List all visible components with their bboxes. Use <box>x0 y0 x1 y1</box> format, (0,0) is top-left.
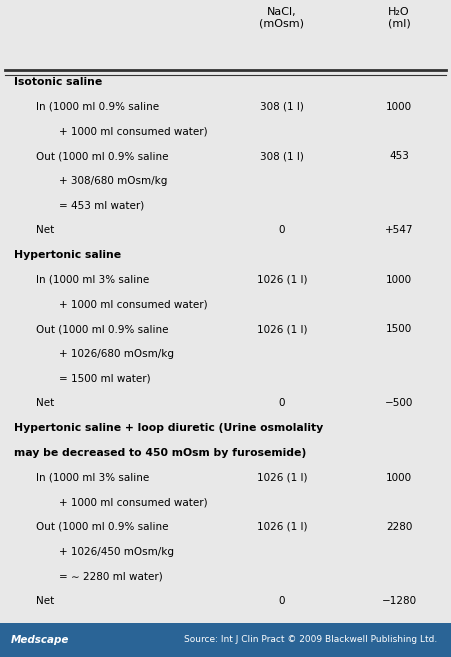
Text: H₂O
(ml): H₂O (ml) <box>388 7 410 28</box>
Text: 308 (1 l): 308 (1 l) <box>260 151 304 161</box>
Text: 1026 (1 l): 1026 (1 l) <box>257 324 307 334</box>
Text: + 1000 ml consumed water): + 1000 ml consumed water) <box>59 300 207 309</box>
Text: Isotonic saline: Isotonic saline <box>14 77 102 87</box>
Text: 0: 0 <box>279 398 285 408</box>
Text: 453: 453 <box>389 151 409 161</box>
Text: + 1026/450 mOsm/kg: + 1026/450 mOsm/kg <box>59 547 174 556</box>
Text: 308 (1 l): 308 (1 l) <box>260 102 304 112</box>
Text: Net: Net <box>36 225 54 235</box>
Text: 1000: 1000 <box>386 472 412 482</box>
Text: + 1000 ml consumed water): + 1000 ml consumed water) <box>59 497 207 507</box>
Text: In (1000 ml 3% saline: In (1000 ml 3% saline <box>36 472 149 482</box>
Text: Medscape: Medscape <box>11 635 69 645</box>
Text: 0: 0 <box>279 596 285 606</box>
Text: Net: Net <box>36 596 54 606</box>
Text: In (1000 ml 3% saline: In (1000 ml 3% saline <box>36 275 149 284</box>
Text: In (1000 ml 0.9% saline: In (1000 ml 0.9% saline <box>36 102 159 112</box>
Text: + 1000 ml consumed water): + 1000 ml consumed water) <box>59 126 207 136</box>
Text: 2280: 2280 <box>386 522 412 532</box>
Text: −500: −500 <box>385 398 413 408</box>
Text: = ∼ 2280 ml water): = ∼ 2280 ml water) <box>59 572 162 581</box>
FancyBboxPatch shape <box>0 623 451 657</box>
Text: = 1500 ml water): = 1500 ml water) <box>59 374 150 384</box>
Text: Source: Int J Clin Pract © 2009 Blackwell Publishing Ltd.: Source: Int J Clin Pract © 2009 Blackwel… <box>184 635 437 645</box>
Text: 1500: 1500 <box>386 324 412 334</box>
Text: + 308/680 mOsm/kg: + 308/680 mOsm/kg <box>59 176 167 186</box>
Text: Out (1000 ml 0.9% saline: Out (1000 ml 0.9% saline <box>36 522 169 532</box>
Text: Hypertonic saline + loop diuretic (Urine osmolality: Hypertonic saline + loop diuretic (Urine… <box>14 423 323 433</box>
Text: 1026 (1 l): 1026 (1 l) <box>257 522 307 532</box>
Text: Out (1000 ml 0.9% saline: Out (1000 ml 0.9% saline <box>36 324 169 334</box>
Text: 1000: 1000 <box>386 102 412 112</box>
Text: NaCl,
(mOsm): NaCl, (mOsm) <box>259 7 304 28</box>
Text: 0: 0 <box>279 225 285 235</box>
Text: −1280: −1280 <box>382 596 417 606</box>
Text: + 1026/680 mOsm/kg: + 1026/680 mOsm/kg <box>59 349 174 359</box>
Text: = 453 ml water): = 453 ml water) <box>59 200 144 210</box>
Text: 1000: 1000 <box>386 275 412 284</box>
Text: 1026 (1 l): 1026 (1 l) <box>257 275 307 284</box>
Text: may be decreased to 450 mOsm by furosemide): may be decreased to 450 mOsm by furosemi… <box>14 448 306 458</box>
Text: 1026 (1 l): 1026 (1 l) <box>257 472 307 482</box>
Text: Net: Net <box>36 398 54 408</box>
Text: Out (1000 ml 0.9% saline: Out (1000 ml 0.9% saline <box>36 151 169 161</box>
Text: Hypertonic saline: Hypertonic saline <box>14 250 121 260</box>
Text: +547: +547 <box>385 225 414 235</box>
